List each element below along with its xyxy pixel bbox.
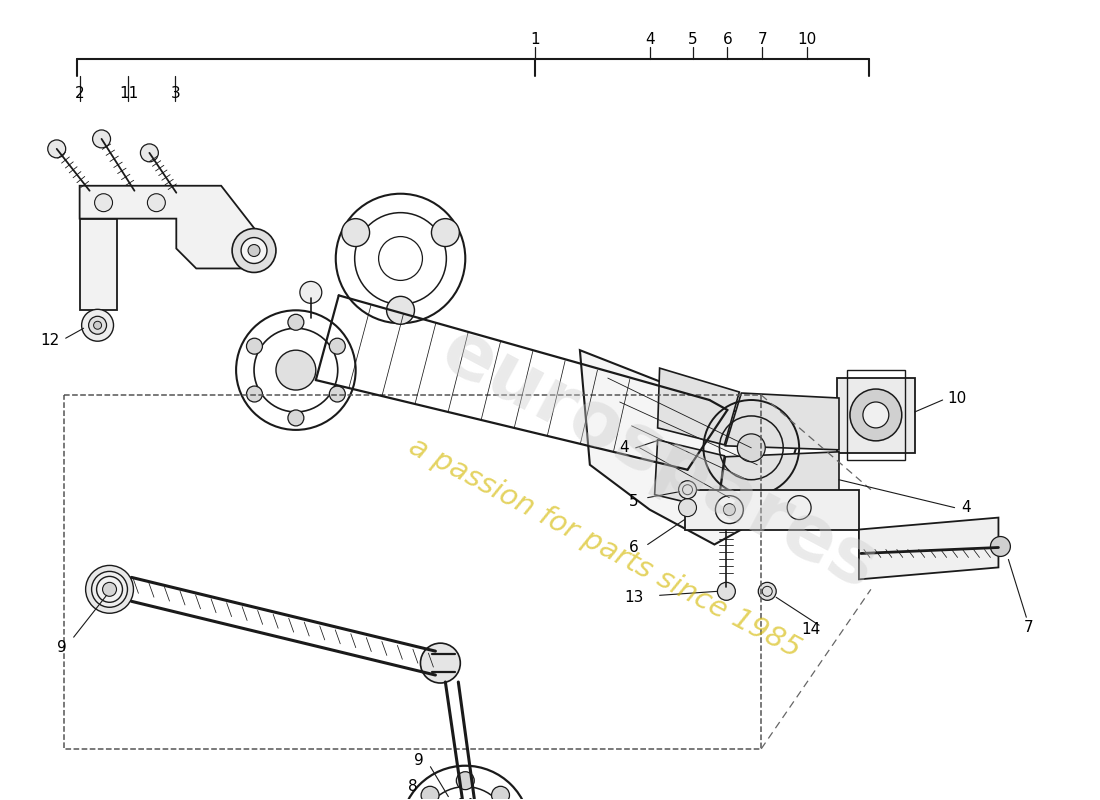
Circle shape <box>679 481 696 498</box>
Text: 14: 14 <box>802 622 821 637</box>
Circle shape <box>329 338 345 354</box>
Circle shape <box>420 643 460 683</box>
Circle shape <box>81 310 113 342</box>
Polygon shape <box>79 186 256 269</box>
Text: 2: 2 <box>75 86 85 101</box>
Polygon shape <box>654 440 725 510</box>
Circle shape <box>241 238 267 263</box>
Text: 10: 10 <box>947 390 966 406</box>
Circle shape <box>95 194 112 212</box>
Text: 6: 6 <box>723 32 733 46</box>
Polygon shape <box>684 490 859 530</box>
Circle shape <box>850 389 902 441</box>
Circle shape <box>862 402 889 428</box>
Text: 9: 9 <box>414 754 424 768</box>
Circle shape <box>300 282 322 303</box>
Text: 4: 4 <box>645 32 654 46</box>
Circle shape <box>386 296 415 324</box>
Polygon shape <box>717 452 839 510</box>
Text: 13: 13 <box>624 590 644 605</box>
Polygon shape <box>725 393 839 450</box>
Circle shape <box>97 576 122 602</box>
Polygon shape <box>580 350 799 545</box>
Circle shape <box>758 582 777 600</box>
Circle shape <box>91 571 128 607</box>
Bar <box>847 370 905 460</box>
Circle shape <box>288 410 304 426</box>
Circle shape <box>246 386 263 402</box>
Circle shape <box>342 218 370 246</box>
Circle shape <box>89 316 107 334</box>
Text: 11: 11 <box>119 86 139 101</box>
Text: 8: 8 <box>408 779 417 794</box>
Polygon shape <box>859 518 999 579</box>
Circle shape <box>492 786 509 800</box>
Polygon shape <box>79 218 117 310</box>
Text: a passion for parts since 1985: a passion for parts since 1985 <box>404 432 805 663</box>
Circle shape <box>456 772 474 790</box>
Circle shape <box>288 314 304 330</box>
Circle shape <box>431 218 460 246</box>
Circle shape <box>724 504 736 515</box>
Text: 4: 4 <box>961 500 971 515</box>
Circle shape <box>990 537 1011 557</box>
Bar <box>837 378 915 453</box>
Circle shape <box>232 229 276 273</box>
Circle shape <box>679 498 696 517</box>
Circle shape <box>86 566 133 614</box>
Text: 4: 4 <box>619 440 628 455</box>
Text: 5: 5 <box>688 32 697 46</box>
Text: 3: 3 <box>170 86 180 101</box>
Text: 5: 5 <box>629 494 638 509</box>
Circle shape <box>94 322 101 330</box>
Circle shape <box>717 582 736 600</box>
Circle shape <box>421 786 439 800</box>
Circle shape <box>276 350 316 390</box>
Circle shape <box>147 194 165 212</box>
Text: 12: 12 <box>40 333 59 348</box>
Text: 7: 7 <box>758 32 767 46</box>
Text: 9: 9 <box>57 640 67 654</box>
Text: 10: 10 <box>798 32 816 46</box>
Circle shape <box>249 245 260 257</box>
Text: 7: 7 <box>1023 620 1033 634</box>
Circle shape <box>141 144 158 162</box>
Circle shape <box>47 140 66 158</box>
Polygon shape <box>658 368 739 445</box>
Circle shape <box>329 386 345 402</box>
Text: 6: 6 <box>629 540 639 555</box>
Circle shape <box>246 338 263 354</box>
Circle shape <box>92 130 110 148</box>
Bar <box>64 395 761 749</box>
Text: eurospares: eurospares <box>429 314 890 606</box>
Text: 1: 1 <box>530 32 540 46</box>
Circle shape <box>737 434 766 462</box>
Circle shape <box>102 582 117 596</box>
